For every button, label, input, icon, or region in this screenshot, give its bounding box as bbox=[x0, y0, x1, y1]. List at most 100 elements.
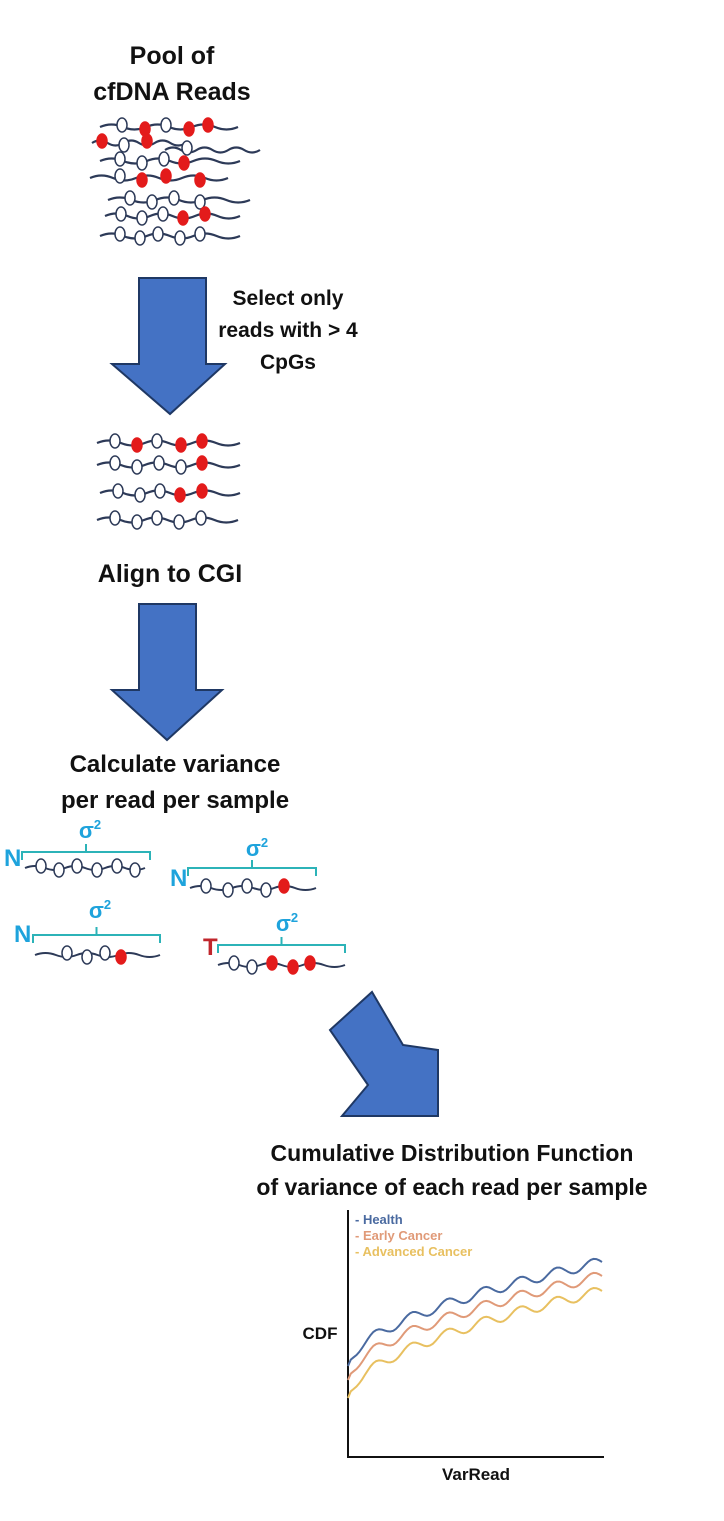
unmethylated-cpg bbox=[124, 190, 136, 206]
methylated-cpg bbox=[183, 121, 195, 137]
unmethylated-cpg bbox=[35, 858, 47, 874]
methylated-cpg bbox=[96, 133, 108, 149]
unmethylated-cpg bbox=[99, 945, 111, 961]
sigma-exponent: 2 bbox=[261, 835, 268, 850]
unmethylated-cpg bbox=[173, 514, 185, 530]
variance-bracket bbox=[187, 860, 317, 876]
sigma-symbol: σ2 bbox=[89, 897, 111, 923]
legend-entry: - Health bbox=[355, 1212, 403, 1227]
unmethylated-cpg bbox=[157, 206, 169, 222]
unmethylated-cpg bbox=[222, 882, 234, 898]
unmethylated-cpg bbox=[151, 510, 163, 526]
unmethylated-cpg bbox=[194, 194, 206, 210]
unmethylated-cpg bbox=[114, 226, 126, 242]
sample-reads-group: σ2 N σ2 Nσ2 N σ2 T bbox=[4, 817, 346, 975]
down-arrow-select bbox=[109, 277, 228, 416]
read-strand bbox=[104, 212, 241, 220]
unmethylated-cpg bbox=[260, 882, 272, 898]
unmethylated-cpg bbox=[194, 226, 206, 242]
diagonal-arrow-cdf bbox=[328, 990, 439, 1117]
methylated-cpg bbox=[177, 210, 189, 226]
unmethylated-cpg bbox=[134, 230, 146, 246]
unmethylated-cpg bbox=[175, 459, 187, 475]
methylated-cpg bbox=[141, 133, 153, 149]
unmethylated-cpg bbox=[168, 190, 180, 206]
methylated-cpg bbox=[196, 433, 208, 449]
sigma-symbol: σ2 bbox=[246, 835, 268, 861]
unmethylated-cpg bbox=[181, 140, 193, 156]
variance-bracket bbox=[21, 844, 151, 860]
read-strand bbox=[96, 439, 241, 447]
variance-title-line2: per read per sample bbox=[61, 787, 289, 814]
chart-series-group bbox=[347, 1257, 603, 1399]
variance-title-line1: Calculate variance bbox=[70, 751, 281, 778]
read-strand bbox=[91, 139, 187, 147]
cdf-series-line bbox=[347, 1286, 603, 1399]
methylated-cpg bbox=[266, 955, 278, 971]
unmethylated-cpg bbox=[134, 487, 146, 503]
unmethylated-cpg bbox=[114, 151, 126, 167]
unmethylated-cpg bbox=[131, 514, 143, 530]
methylated-cpg bbox=[304, 955, 316, 971]
normal-sample-label: N bbox=[170, 865, 187, 892]
legend-entry: - Early Cancer bbox=[355, 1228, 442, 1243]
y-axis-label: CDF bbox=[303, 1324, 338, 1343]
filtered-reads-group bbox=[96, 433, 241, 530]
unmethylated-cpg bbox=[71, 858, 83, 874]
unmethylated-cpg bbox=[61, 945, 73, 961]
methylated-cpg bbox=[115, 949, 127, 965]
read-strand bbox=[89, 174, 229, 182]
unmethylated-cpg bbox=[114, 168, 126, 184]
read-strand bbox=[34, 952, 161, 958]
down-arrow-align bbox=[109, 603, 225, 742]
unmethylated-cpg bbox=[112, 483, 124, 499]
unmethylated-cpg bbox=[158, 151, 170, 167]
methylated-cpg bbox=[178, 155, 190, 171]
unmethylated-cpg bbox=[136, 155, 148, 171]
methylated-cpg bbox=[199, 206, 211, 222]
unmethylated-cpg bbox=[118, 137, 130, 153]
unmethylated-cpg bbox=[195, 510, 207, 526]
variance-bracket bbox=[217, 937, 346, 953]
read-strand bbox=[164, 146, 261, 154]
unmethylated-cpg bbox=[109, 510, 121, 526]
chart-legend: - Health- Early Cancer- Advanced Cancer bbox=[355, 1212, 472, 1259]
normal-sample-label: N bbox=[14, 921, 31, 948]
methylated-cpg bbox=[202, 117, 214, 133]
unmethylated-cpg bbox=[154, 483, 166, 499]
methylated-cpg bbox=[131, 437, 143, 453]
unmethylated-cpg bbox=[241, 878, 253, 894]
x-axis-label: VarRead bbox=[442, 1465, 510, 1484]
unmethylated-cpg bbox=[109, 455, 121, 471]
unmethylated-cpg bbox=[129, 862, 141, 878]
sigma-exponent: 2 bbox=[291, 910, 298, 925]
cdf-series-line bbox=[347, 1257, 603, 1367]
unmethylated-cpg bbox=[116, 117, 128, 133]
methylated-cpg bbox=[196, 483, 208, 499]
unmethylated-cpg bbox=[109, 433, 121, 449]
pool-title-line1: Pool of bbox=[130, 42, 215, 70]
sigma-exponent: 2 bbox=[94, 817, 101, 832]
unmethylated-cpg bbox=[153, 455, 165, 471]
unmethylated-cpg bbox=[146, 194, 158, 210]
legend-entry: - Advanced Cancer bbox=[355, 1244, 472, 1259]
cdf-title-line2: of variance of each read per sample bbox=[256, 1174, 647, 1200]
methylated-cpg bbox=[194, 172, 206, 188]
methylated-cpg bbox=[160, 168, 172, 184]
variance-bracket bbox=[32, 927, 161, 943]
unmethylated-cpg bbox=[111, 858, 123, 874]
cdf-series-line bbox=[347, 1271, 603, 1381]
unmethylated-cpg bbox=[136, 210, 148, 226]
unmethylated-cpg bbox=[151, 433, 163, 449]
read-strand bbox=[96, 461, 241, 469]
methylated-cpg bbox=[174, 487, 186, 503]
methylated-cpg bbox=[287, 959, 299, 975]
methylated-cpg bbox=[196, 455, 208, 471]
normal-sample-label: N bbox=[4, 845, 21, 872]
sigma-exponent: 2 bbox=[104, 897, 111, 912]
unmethylated-cpg bbox=[174, 230, 186, 246]
unmethylated-cpg bbox=[81, 949, 93, 965]
unmethylated-cpg bbox=[91, 862, 103, 878]
unmethylated-cpg bbox=[200, 878, 212, 894]
